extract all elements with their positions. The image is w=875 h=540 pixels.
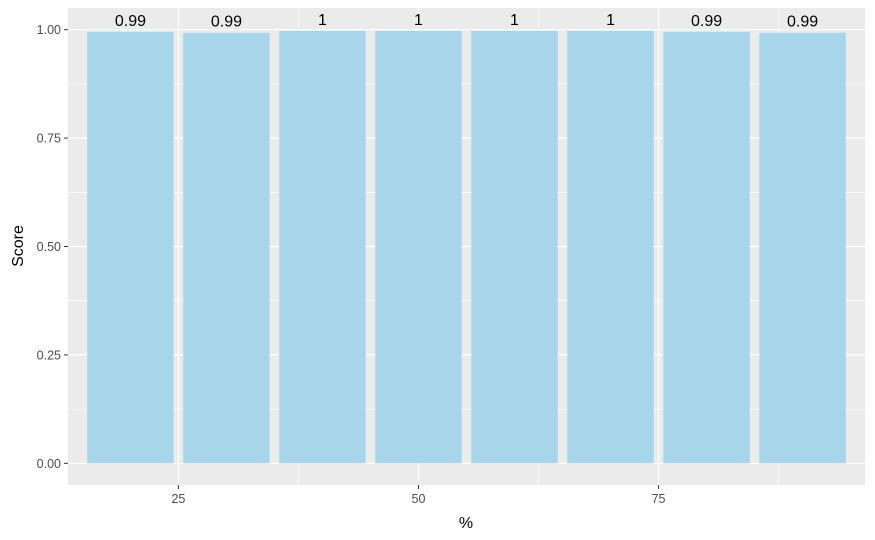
x-tick-label: 75 xyxy=(652,492,666,506)
bar-value-label: 1 xyxy=(414,12,423,29)
bar xyxy=(183,32,270,464)
x-tick-label: 50 xyxy=(412,492,426,506)
y-tick-label: 0.00 xyxy=(37,457,61,471)
bars xyxy=(87,30,846,464)
bar-value-label: 1 xyxy=(510,12,519,29)
y-tick-label: 1.00 xyxy=(37,23,61,37)
bar-value-labels: 0.99 0.99 1 1 1 1 0.99 0.99 xyxy=(115,12,818,31)
bar xyxy=(375,30,462,464)
bar-value-label: 1 xyxy=(318,12,327,29)
bar-value-label: 0.99 xyxy=(115,13,146,30)
bar xyxy=(567,30,654,464)
bar-value-label: 0.99 xyxy=(691,13,722,30)
bar xyxy=(87,31,174,464)
bar-value-label: 1 xyxy=(606,12,615,29)
y-axis: 0.00 0.25 0.50 0.75 1.00 xyxy=(37,23,68,471)
bar-value-label: 0.99 xyxy=(787,14,818,31)
y-tick-label: 0.25 xyxy=(37,348,61,362)
bar xyxy=(471,30,558,464)
bar xyxy=(279,30,366,464)
x-tick-label: 25 xyxy=(171,492,185,506)
y-tick-label: 0.50 xyxy=(37,240,61,254)
bar xyxy=(759,32,846,464)
bar xyxy=(663,31,750,464)
y-axis-title: Score xyxy=(10,225,27,267)
y-tick-label: 0.75 xyxy=(37,132,61,146)
x-axis: 25 50 75 xyxy=(171,485,666,506)
bar-value-label: 0.99 xyxy=(211,14,242,31)
x-axis-title: % xyxy=(459,515,473,532)
